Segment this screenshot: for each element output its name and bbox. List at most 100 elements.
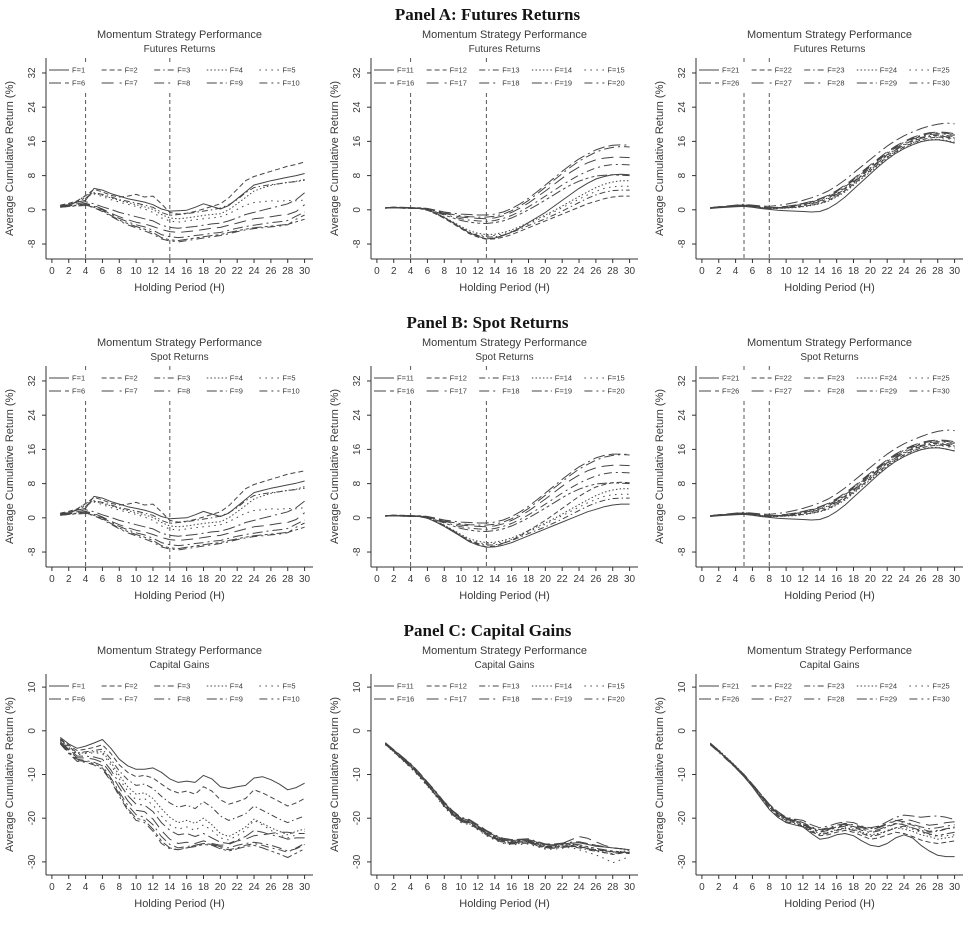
series-line-F=29 [710,443,955,517]
x-tick-label: 28 [932,882,944,893]
x-tick-label: 12 [472,266,484,277]
series-line-F=17 [384,743,630,851]
y-tick-label: -8 [677,239,688,248]
series-line-F=21 [709,742,955,858]
x-tick-label: 18 [198,574,210,585]
legend-label-F=29: F=29 [880,387,897,396]
panel-a-section: Panel A: Futures Returns Momentum Strate… [0,4,975,308]
x-tick-label: 28 [607,882,619,893]
series-line-F=16 [385,144,630,216]
x-tick-label: 20 [540,574,552,585]
legend-label-F=11: F=11 [397,66,414,75]
x-tick-label: 2 [391,574,397,585]
x-tick-label: 28 [932,266,944,277]
legend-label-F=24: F=24 [880,682,897,691]
chart-canvas-capital-gains-f01-f10: Momentum Strategy Performance Capital Gai… [4,645,313,910]
x-tick-label: 16 [181,574,193,585]
legend-label-F=17: F=17 [450,695,467,704]
x-tick-label: 24 [248,882,260,893]
series-line-F=3 [59,739,305,824]
y-tick-label: 24 [27,409,38,421]
chart-title: Momentum Strategy Performance [422,645,587,657]
x-tick-label: 6 [100,266,106,277]
x-tick-label: 8 [441,266,447,277]
series-line-F=19 [385,174,630,224]
x-axis-title: Holding Period (H) [459,590,549,602]
series-line-F=27 [709,744,955,831]
y-tick-label: 0 [27,207,38,213]
y-tick-label: -10 [677,767,688,782]
panel-a-chart-row: Momentum Strategy Performance Futures Ret… [0,25,975,308]
x-tick-label: 18 [523,882,535,893]
series-line-F=6 [60,192,305,229]
x-tick-label: 30 [949,574,961,585]
legend-label-F=8: F=8 [177,387,190,396]
series-line-F=28 [709,743,955,831]
series-line-F=12 [384,743,630,855]
legend-label-F=26: F=26 [722,79,739,88]
legend-label-F=21: F=21 [722,374,739,383]
x-axis-title: Holding Period (H) [784,898,874,910]
legend-background [47,370,312,398]
x-tick-label: 8 [116,882,122,893]
chart-spot-f01-f10: Momentum Strategy Performance Spot Return… [0,333,325,616]
panel-c-chart-row: Momentum Strategy Performance Capital Gai… [0,641,975,924]
x-tick-label: 26 [265,574,277,585]
series-line-F=16 [385,453,630,524]
y-tick-label: 32 [352,67,363,79]
series-line-F=7 [60,510,305,541]
x-tick-label: 6 [750,574,756,585]
x-tick-label: 10 [456,266,468,277]
panel-a-title: Panel A: Futures Returns [394,5,581,24]
x-tick-label: 26 [265,882,277,893]
x-tick-label: 16 [506,882,518,893]
series-line-F=8 [60,511,305,547]
chart-title: Momentum Strategy Performance [747,645,912,657]
series-line-F=8 [59,742,305,852]
series-line-F=18 [384,743,630,855]
x-tick-label: 22 [557,882,569,893]
series-line-F=29 [709,743,955,837]
legend-label-F=8: F=8 [177,79,190,88]
chart-subtitle: Spot Returns [475,352,533,363]
y-tick-label: 24 [677,409,688,421]
legend-label-F=17: F=17 [450,79,467,88]
x-tick-label: 0 [49,574,55,585]
y-tick-label: 32 [352,375,363,387]
x-tick-label: 6 [425,266,431,277]
x-axis-title: Holding Period (H) [134,282,224,294]
x-tick-label: 10 [131,882,143,893]
legend-label-F=1: F=1 [72,682,85,691]
legend-label-F=12: F=12 [450,66,467,75]
legend-label-F=6: F=6 [72,695,85,704]
x-tick-label: 2 [716,882,722,893]
x-tick-label: 20 [865,882,877,893]
legend-label-F=27: F=27 [775,695,792,704]
x-tick-label: 2 [716,266,722,277]
legend-label-F=2: F=2 [125,66,138,75]
y-tick-label: 24 [352,409,363,421]
chart-canvas-capital-gains-f21-f30: Momentum Strategy Performance Capital Gai… [654,645,963,910]
legend-label-F=21: F=21 [722,66,739,75]
series-line-F=2 [60,161,305,215]
chart-futures-f11-f20: Momentum Strategy Performance Futures Ret… [325,25,650,308]
legend-label-F=9: F=9 [230,79,243,88]
legend-background [697,62,962,90]
y-tick-label: -10 [352,767,363,782]
legend-background [372,678,637,706]
series-line-F=26 [709,744,955,829]
legend-label-F=1: F=1 [72,66,85,75]
x-tick-label: 30 [624,266,636,277]
x-tick-label: 26 [265,266,277,277]
series-line-F=11 [385,503,630,548]
legend-label-F=3: F=3 [177,66,190,75]
x-tick-label: 30 [949,882,961,893]
x-tick-label: 18 [848,882,860,893]
series-line-F=28 [710,133,955,209]
legend-background [372,62,637,90]
series-line-F=2 [59,738,305,807]
y-tick-label: 8 [677,480,688,486]
y-tick-label: 0 [677,515,688,521]
x-tick-label: 20 [540,266,552,277]
x-tick-label: 18 [523,574,535,585]
